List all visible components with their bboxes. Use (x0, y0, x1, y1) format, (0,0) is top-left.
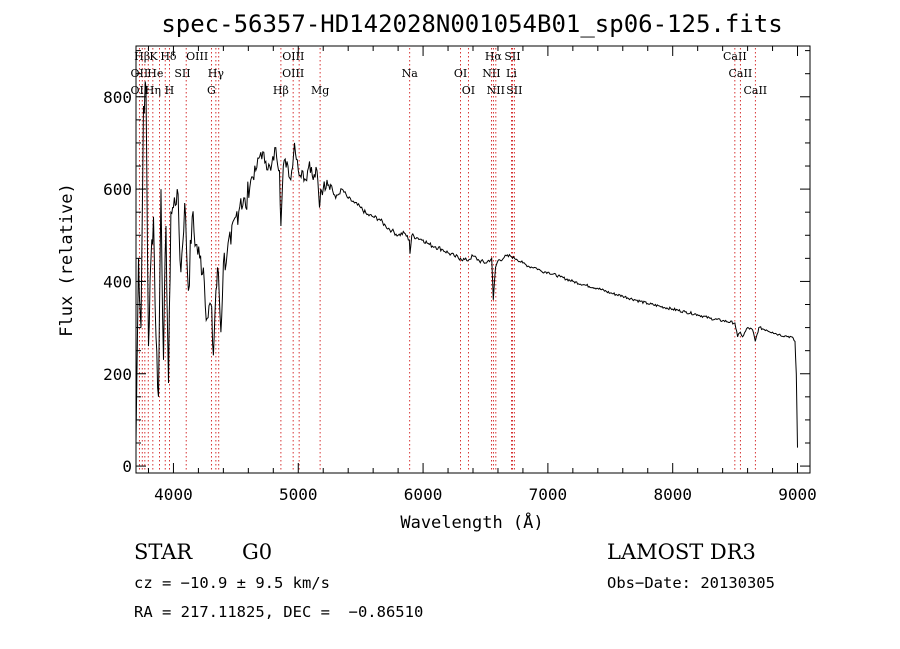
x-tick-label: 5000 (279, 485, 318, 504)
line-label: OI (462, 84, 475, 97)
line-label: G (207, 84, 216, 97)
redshift-cz: cz = −10.9 ± 9.5 km/s (134, 574, 330, 592)
line-label: NII (482, 67, 500, 80)
line-label: Hβ (273, 84, 289, 97)
chart-title: spec-56357-HD142028N001054B01_sp06-125.f… (161, 10, 782, 38)
line-label: SII (504, 50, 520, 63)
y-tick-label: 600 (103, 180, 132, 199)
line-label: K (149, 50, 158, 63)
line-label: Hγ (208, 67, 225, 80)
line-label: OIII (186, 50, 208, 63)
line-label: Mg (311, 84, 329, 97)
y-axis-label: Flux (relative) (57, 183, 77, 337)
line-label: Hβ (134, 50, 150, 63)
line-label: Hδ (160, 50, 177, 63)
x-tick-label: 9000 (778, 485, 817, 504)
line-label: Hη (145, 84, 161, 97)
obs-date: Obs−Date: 20130305 (607, 574, 775, 592)
spectrum-chart: spec-56357-HD142028N001054B01_sp06-125.f… (57, 10, 817, 533)
line-label: He (147, 67, 163, 80)
y-tick-label: 200 (103, 365, 132, 384)
y-tick-label: 400 (103, 272, 132, 291)
ra-dec: RA = 217.11825, DEC = −0.86510 (134, 603, 424, 621)
line-label: H (165, 84, 175, 97)
line-label: CaII (729, 67, 753, 80)
line-label: NII (487, 84, 505, 97)
line-label: CaII (723, 50, 747, 63)
line-label: CaII (743, 84, 767, 97)
line-label: OI (454, 67, 467, 80)
y-tick-label: 0 (122, 457, 132, 476)
line-label: Na (402, 67, 419, 80)
line-label: SII (174, 67, 190, 80)
spectrum-line (135, 81, 798, 448)
survey-name: LAMOST DR3 (607, 540, 756, 564)
axis-ticks: 4000 5000 6000 7000 8000 9000 0 200 400 600 800 (103, 46, 817, 504)
x-tick-label: 7000 (529, 485, 568, 504)
x-tick-label: 6000 (404, 485, 443, 504)
line-label: SII (506, 84, 522, 97)
x-tick-label: 8000 (653, 485, 692, 504)
x-axis-label: Wavelength (Å) (400, 511, 543, 533)
line-label: Hα (485, 50, 503, 63)
object-subclass: G0 (242, 540, 273, 564)
line-label: Li (506, 67, 517, 80)
x-tick-label: 4000 (154, 485, 193, 504)
line-label: OIII (282, 50, 304, 63)
object-class: STAR (134, 540, 193, 564)
plot-frame (135, 45, 811, 474)
line-label: OIII (282, 67, 304, 80)
y-tick-label: 800 (103, 88, 132, 107)
line-label: OII (131, 84, 149, 97)
